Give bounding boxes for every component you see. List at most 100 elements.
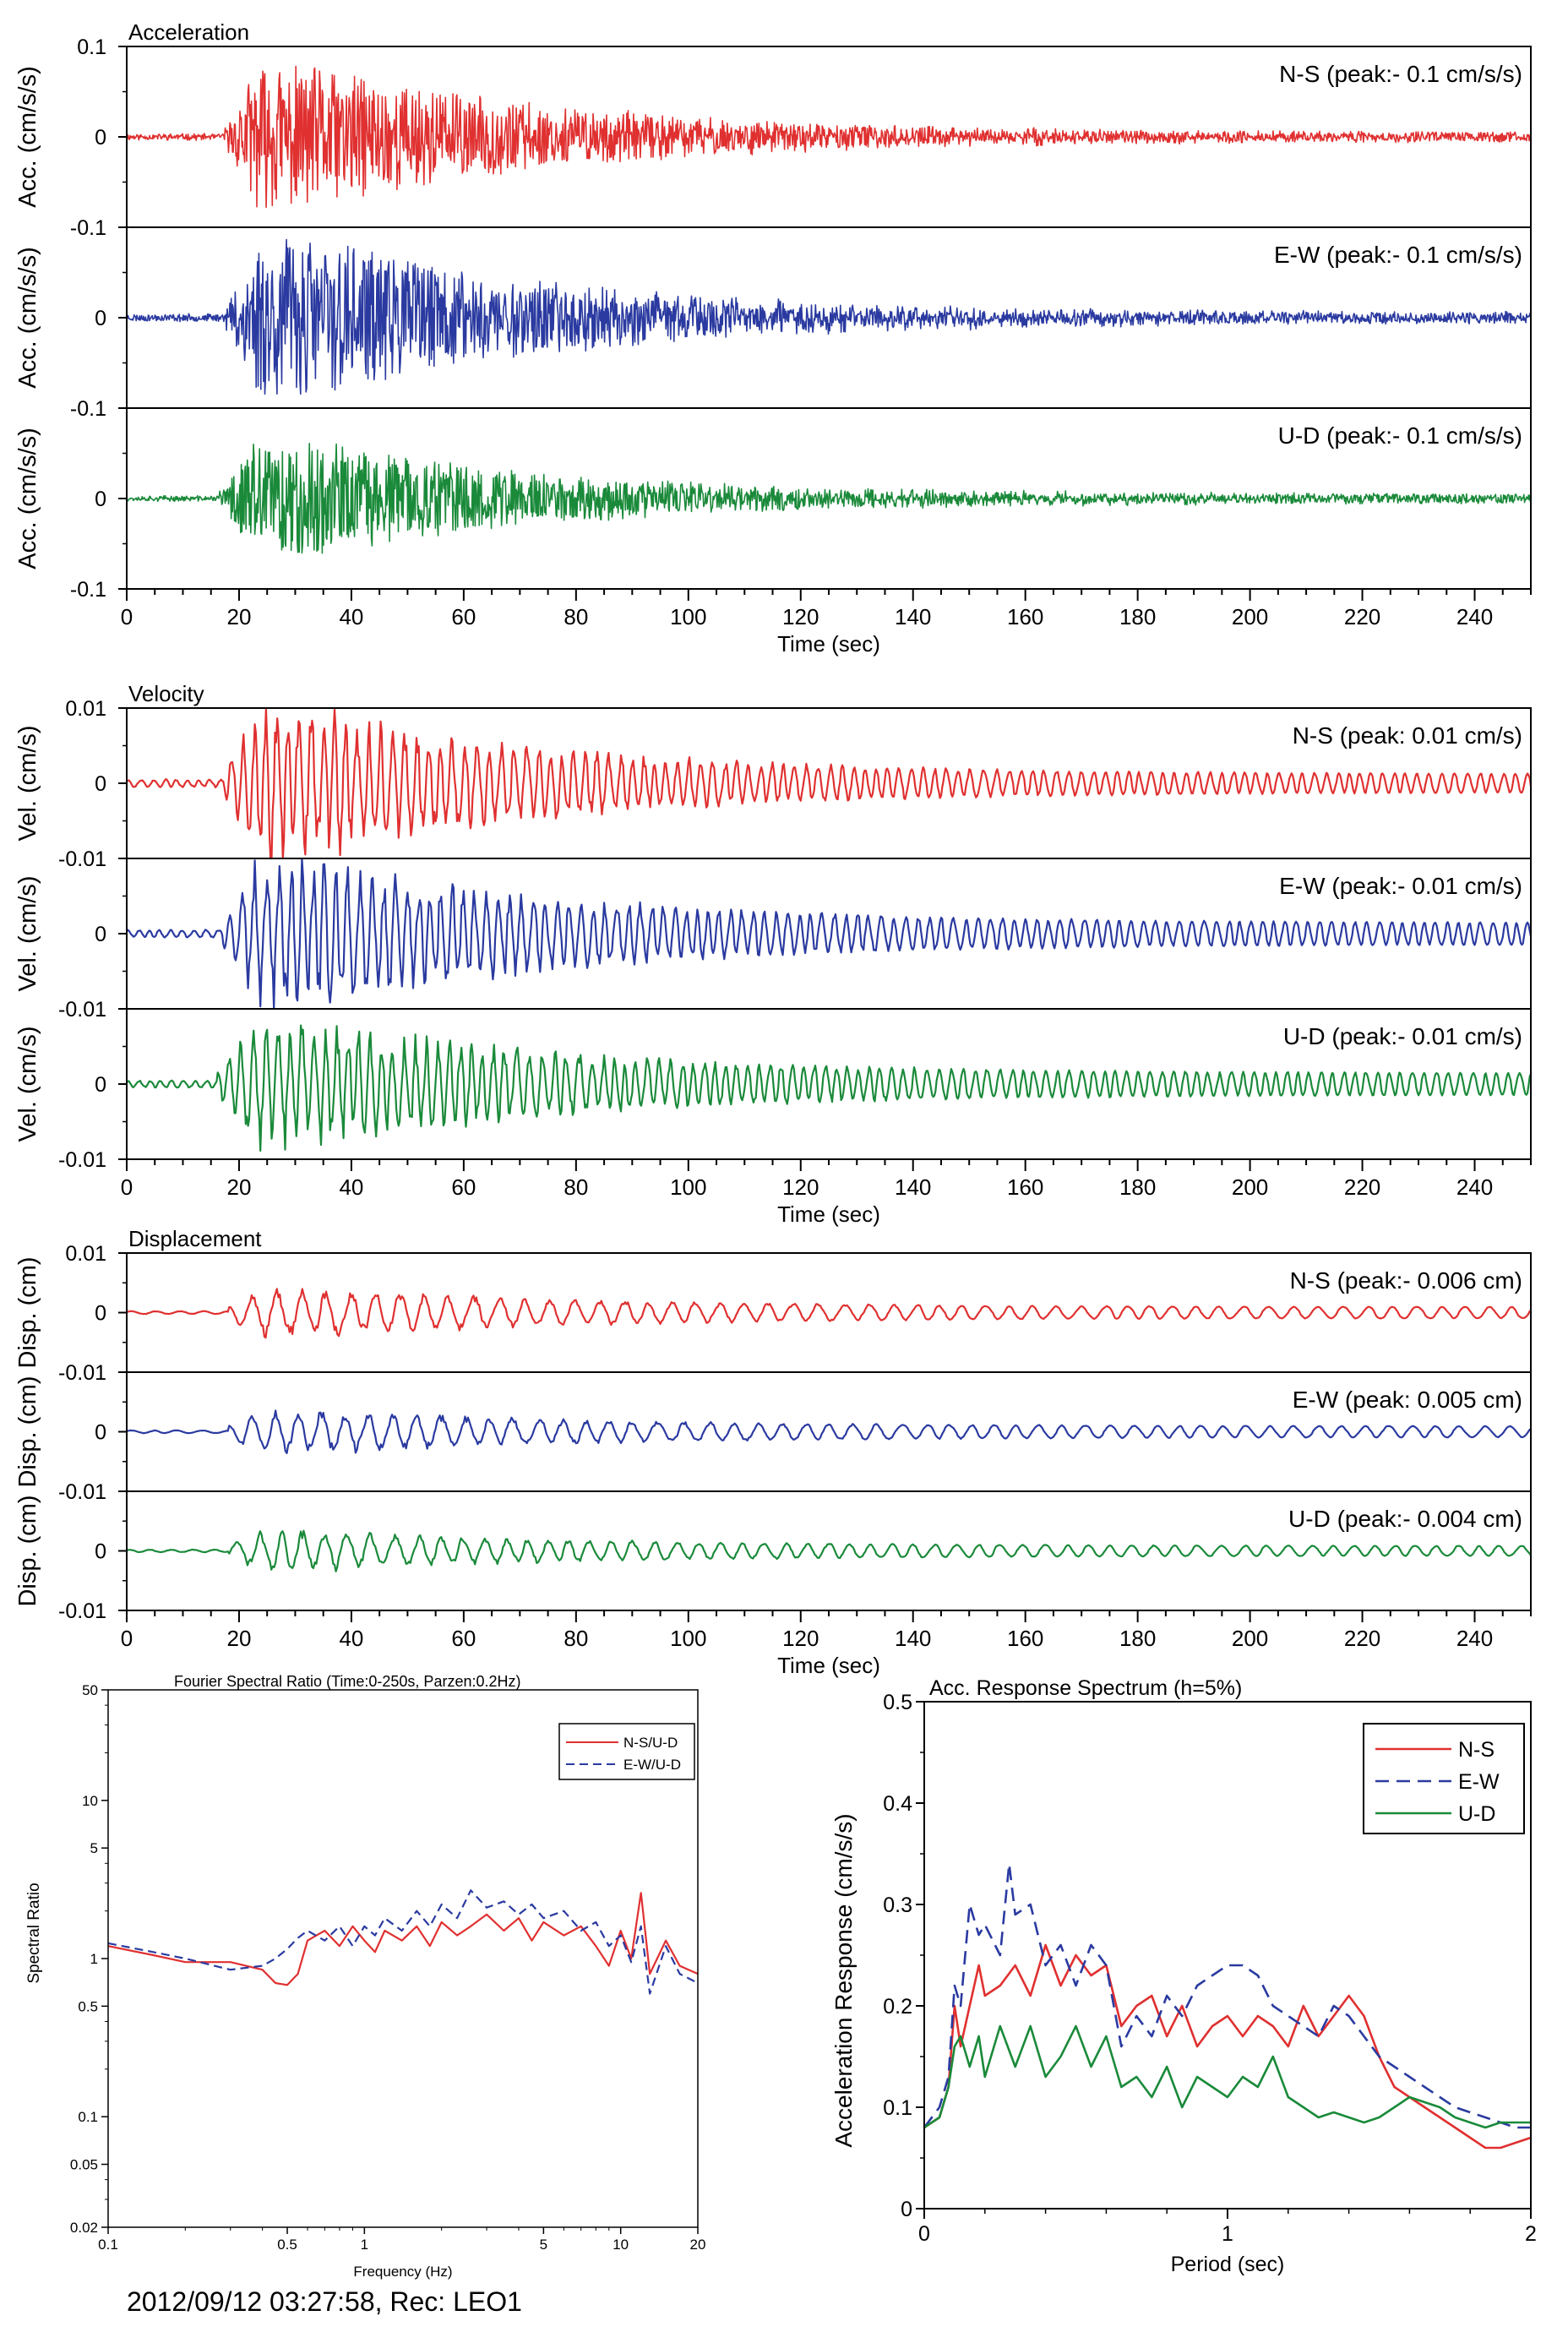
sr-y-tick-label-7: 0.02 (70, 2220, 98, 2236)
group-title-0: Acceleration (128, 19, 249, 45)
waveform-1-2 (126, 1024, 1533, 1152)
x-axis-label-0: Time (sec) (777, 631, 880, 657)
waveform-2-0 (126, 1288, 1532, 1339)
x-tick-label-1-2: 40 (339, 1174, 363, 1200)
x-tick-label-0-3: 60 (451, 604, 476, 629)
y-tick-label-2-0-1: 0 (95, 1302, 106, 1326)
y-axis-label-1-2: Vel. (cm/s) (14, 1027, 41, 1142)
x-tick-label-2-10: 200 (1232, 1626, 1268, 1651)
x-tick-label-2-11: 220 (1344, 1626, 1380, 1651)
y-tick-label-1-1-1: 0 (95, 923, 106, 946)
x-tick-label-0-1: 20 (226, 604, 251, 629)
y-tick-label-1-0-0: 0.01 (65, 697, 106, 721)
rs-legend (1363, 1723, 1525, 1834)
y-tick-label-0-0-2: -0.1 (70, 216, 106, 240)
waveform-0-2 (126, 442, 1532, 554)
rs-y-tick-label-4: 0.1 (883, 2096, 912, 2120)
sr-legend-label-0: N-S/U-D (623, 1735, 678, 1751)
x-tick-label-0-12: 240 (1456, 604, 1493, 629)
y-axis-label-0-1: Acc. (cm/s/s) (14, 247, 41, 389)
sr-x-tick-label-4: 10 (612, 2237, 629, 2253)
group-title-1: Velocity (128, 681, 204, 706)
x-tick-label-0-2: 40 (339, 604, 363, 629)
response-series-0 (923, 1943, 1532, 2150)
x-tick-label-0-10: 200 (1232, 604, 1268, 629)
sr-legend-label-1: E-W/U-D (623, 1757, 681, 1773)
y-axis-label-2-1: Disp. (cm) (14, 1376, 41, 1487)
sr-x-tick-label-0: 0.1 (98, 2237, 118, 2253)
y-tick-label-2-2-2: -0.01 (58, 1599, 106, 1623)
rs-legend-label-1: E-W (1458, 1770, 1500, 1794)
peak-annotation-0-0: N-S (peak:- 0.1 cm/s/s) (1279, 61, 1522, 87)
waveform-0-0 (126, 65, 1532, 209)
y-axis-label-2-0: Disp. (cm) (14, 1256, 41, 1368)
rs-y-tick-label-5: 0 (901, 2198, 912, 2221)
rs-x-tick-label-1: 1 (1222, 2222, 1233, 2246)
x-tick-label-0-5: 100 (670, 604, 706, 629)
record-caption: 2012/09/12 03:27:58, Rec: LEO1 (127, 2286, 522, 2317)
x-tick-label-1-12: 240 (1456, 1174, 1493, 1200)
x-tick-label-1-1: 20 (226, 1174, 251, 1200)
x-tick-label-1-3: 60 (451, 1174, 476, 1200)
sr-y-axis-label: Spectral Ratio (25, 1883, 43, 1983)
response-series-2 (923, 2024, 1531, 2129)
y-axis-label-2-2: Disp. (cm) (14, 1495, 41, 1606)
waveform-2-2 (126, 1529, 1532, 1572)
x-tick-label-2-3: 60 (451, 1626, 476, 1651)
sr-x-axis-label: Frequency (Hz) (353, 2264, 452, 2280)
y-tick-label-2-1-2: -0.01 (58, 1480, 106, 1504)
x-tick-label-1-9: 180 (1119, 1174, 1156, 1200)
rs-legend-label-2: U-D (1458, 1802, 1495, 1826)
y-axis-label-1-0: Vel. (cm/s) (14, 726, 41, 842)
spectral-ratio-title: Fourier Spectral Ratio (Time:0-250s, Par… (174, 1673, 520, 1690)
x-tick-label-0-4: 80 (564, 604, 588, 629)
sr-y-tick-label-0: 50 (82, 1682, 98, 1698)
x-tick-label-1-5: 100 (670, 1174, 706, 1200)
y-tick-label-0-0-1: 0 (95, 126, 106, 150)
spectral-ratio-series-0 (107, 1892, 699, 1986)
rs-x-tick-label-0: 0 (918, 2222, 930, 2246)
x-axis-label-1: Time (sec) (777, 1201, 880, 1227)
x-tick-label-2-6: 120 (782, 1626, 819, 1651)
peak-annotation-1-2: U-D (peak:- 0.01 cm/s) (1283, 1023, 1522, 1049)
waveform-2-1 (126, 1409, 1532, 1455)
sr-x-tick-label-1: 0.5 (277, 2237, 297, 2253)
y-axis-label-1-1: Vel. (cm/s) (14, 876, 41, 992)
rs-y-tick-label-3: 0.2 (883, 1995, 912, 2019)
y-tick-label-2-2-1: 0 (95, 1540, 106, 1564)
x-tick-label-1-10: 200 (1232, 1174, 1268, 1200)
x-tick-label-0-7: 140 (895, 604, 931, 629)
sr-x-tick-label-3: 5 (540, 2237, 547, 2253)
group-title-2: Displacement (128, 1226, 262, 1251)
y-tick-label-0-1-2: -0.1 (70, 397, 106, 421)
x-tick-label-1-6: 120 (782, 1174, 819, 1200)
x-tick-label-0-0: 0 (121, 604, 133, 629)
x-tick-label-2-1: 20 (226, 1626, 251, 1651)
rs-y-tick-label-1: 0.4 (883, 1792, 912, 1816)
sr-x-tick-label-5: 20 (690, 2237, 706, 2253)
x-tick-label-0-6: 120 (782, 604, 819, 629)
y-tick-label-0-2-2: -0.1 (70, 578, 106, 602)
y-axis-label-0-0: Acc. (cm/s/s) (14, 66, 41, 208)
rs-x-axis-label: Period (sec) (1171, 2253, 1285, 2276)
x-tick-label-1-7: 140 (895, 1174, 931, 1200)
rs-y-axis-label: Acceleration Response (cm/s/s) (830, 1813, 857, 2147)
waveform-1-0 (126, 706, 1533, 860)
peak-annotation-2-0: N-S (peak:- 0.006 cm) (1290, 1267, 1522, 1294)
sr-y-tick-label-6: 0.05 (70, 2157, 98, 2173)
x-tick-label-2-0: 0 (121, 1626, 133, 1651)
y-tick-label-1-0-1: 0 (95, 772, 106, 796)
x-tick-label-0-8: 160 (1007, 604, 1043, 629)
sr-x-tick-label-2: 1 (361, 2237, 368, 2253)
y-tick-label-2-1-1: 0 (95, 1421, 106, 1445)
waveform-0-1 (126, 238, 1532, 395)
x-tick-label-2-4: 80 (564, 1626, 588, 1651)
y-tick-label-0-1-1: 0 (95, 307, 106, 330)
x-tick-label-2-5: 100 (670, 1626, 706, 1651)
rs-y-tick-label-0: 0.5 (883, 1691, 912, 1714)
x-axis-label-2: Time (sec) (777, 1653, 880, 1678)
response-spectrum-title: Acc. Response Spectrum (h=5%) (929, 1676, 1242, 1700)
peak-annotation-0-1: E-W (peak:- 0.1 cm/s/s) (1274, 242, 1522, 268)
sr-y-tick-label-3: 1 (90, 1951, 98, 1967)
x-tick-label-2-8: 160 (1007, 1626, 1043, 1651)
